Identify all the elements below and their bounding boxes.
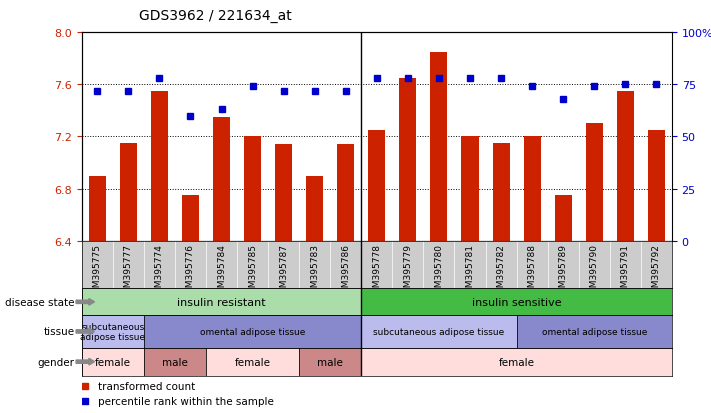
- Bar: [306, 176, 324, 241]
- Bar: [430, 52, 447, 241]
- Text: insulin resistant: insulin resistant: [177, 297, 266, 307]
- Text: GSM395779: GSM395779: [403, 244, 412, 299]
- Bar: [648, 131, 665, 241]
- Bar: [517, 316, 672, 348]
- Text: male: male: [317, 357, 343, 367]
- Text: GSM395792: GSM395792: [652, 244, 661, 298]
- Bar: [182, 196, 199, 241]
- Bar: [368, 131, 385, 241]
- Text: disease state: disease state: [5, 297, 75, 307]
- Bar: [82, 289, 361, 316]
- Bar: [299, 348, 361, 376]
- Bar: [361, 348, 672, 376]
- Bar: [400, 78, 417, 241]
- Text: subcutaneous
adipose tissue: subcutaneous adipose tissue: [80, 322, 145, 341]
- Text: insulin sensitive: insulin sensitive: [472, 297, 562, 307]
- Bar: [361, 316, 517, 348]
- Bar: [461, 137, 479, 241]
- Bar: [523, 137, 540, 241]
- Bar: [275, 145, 292, 241]
- Text: GSM395785: GSM395785: [248, 244, 257, 299]
- Text: GSM395790: GSM395790: [589, 244, 599, 299]
- Bar: [89, 176, 106, 241]
- Bar: [555, 196, 572, 241]
- Bar: [206, 348, 299, 376]
- Text: GSM395784: GSM395784: [217, 244, 226, 298]
- Text: omental adipose tissue: omental adipose tissue: [200, 327, 305, 336]
- Text: GSM395777: GSM395777: [124, 244, 133, 299]
- Text: female: female: [498, 357, 535, 367]
- Bar: [616, 92, 634, 241]
- Bar: [144, 316, 361, 348]
- Bar: [361, 289, 672, 316]
- Text: GSM395775: GSM395775: [93, 244, 102, 299]
- Text: GSM395791: GSM395791: [621, 244, 630, 299]
- Text: omental adipose tissue: omental adipose tissue: [542, 327, 647, 336]
- Bar: [213, 118, 230, 241]
- Bar: [244, 137, 261, 241]
- Text: subcutaneous adipose tissue: subcutaneous adipose tissue: [373, 327, 505, 336]
- Text: GSM395778: GSM395778: [373, 244, 381, 299]
- Text: GDS3962 / 221634_at: GDS3962 / 221634_at: [139, 9, 292, 23]
- Bar: [586, 124, 603, 241]
- Bar: [120, 144, 137, 241]
- Bar: [82, 316, 144, 348]
- Text: female: female: [235, 357, 271, 367]
- Text: GSM395787: GSM395787: [279, 244, 288, 299]
- Text: GSM395782: GSM395782: [496, 244, 506, 298]
- Text: GSM395776: GSM395776: [186, 244, 195, 299]
- Text: GSM395781: GSM395781: [466, 244, 474, 299]
- Bar: [82, 348, 144, 376]
- Text: male: male: [162, 357, 188, 367]
- Bar: [493, 144, 510, 241]
- Text: GSM395783: GSM395783: [310, 244, 319, 299]
- Text: GSM395774: GSM395774: [155, 244, 164, 298]
- Text: GSM395786: GSM395786: [341, 244, 351, 299]
- Bar: [337, 145, 354, 241]
- Bar: [144, 348, 206, 376]
- Text: female: female: [95, 357, 131, 367]
- Text: GSM395780: GSM395780: [434, 244, 444, 299]
- Bar: [151, 92, 168, 241]
- Text: GSM395788: GSM395788: [528, 244, 537, 299]
- Text: GSM395789: GSM395789: [559, 244, 567, 299]
- Text: tissue: tissue: [43, 327, 75, 337]
- Text: gender: gender: [38, 357, 75, 367]
- Text: transformed count: transformed count: [98, 381, 196, 391]
- Text: percentile rank within the sample: percentile rank within the sample: [98, 396, 274, 406]
